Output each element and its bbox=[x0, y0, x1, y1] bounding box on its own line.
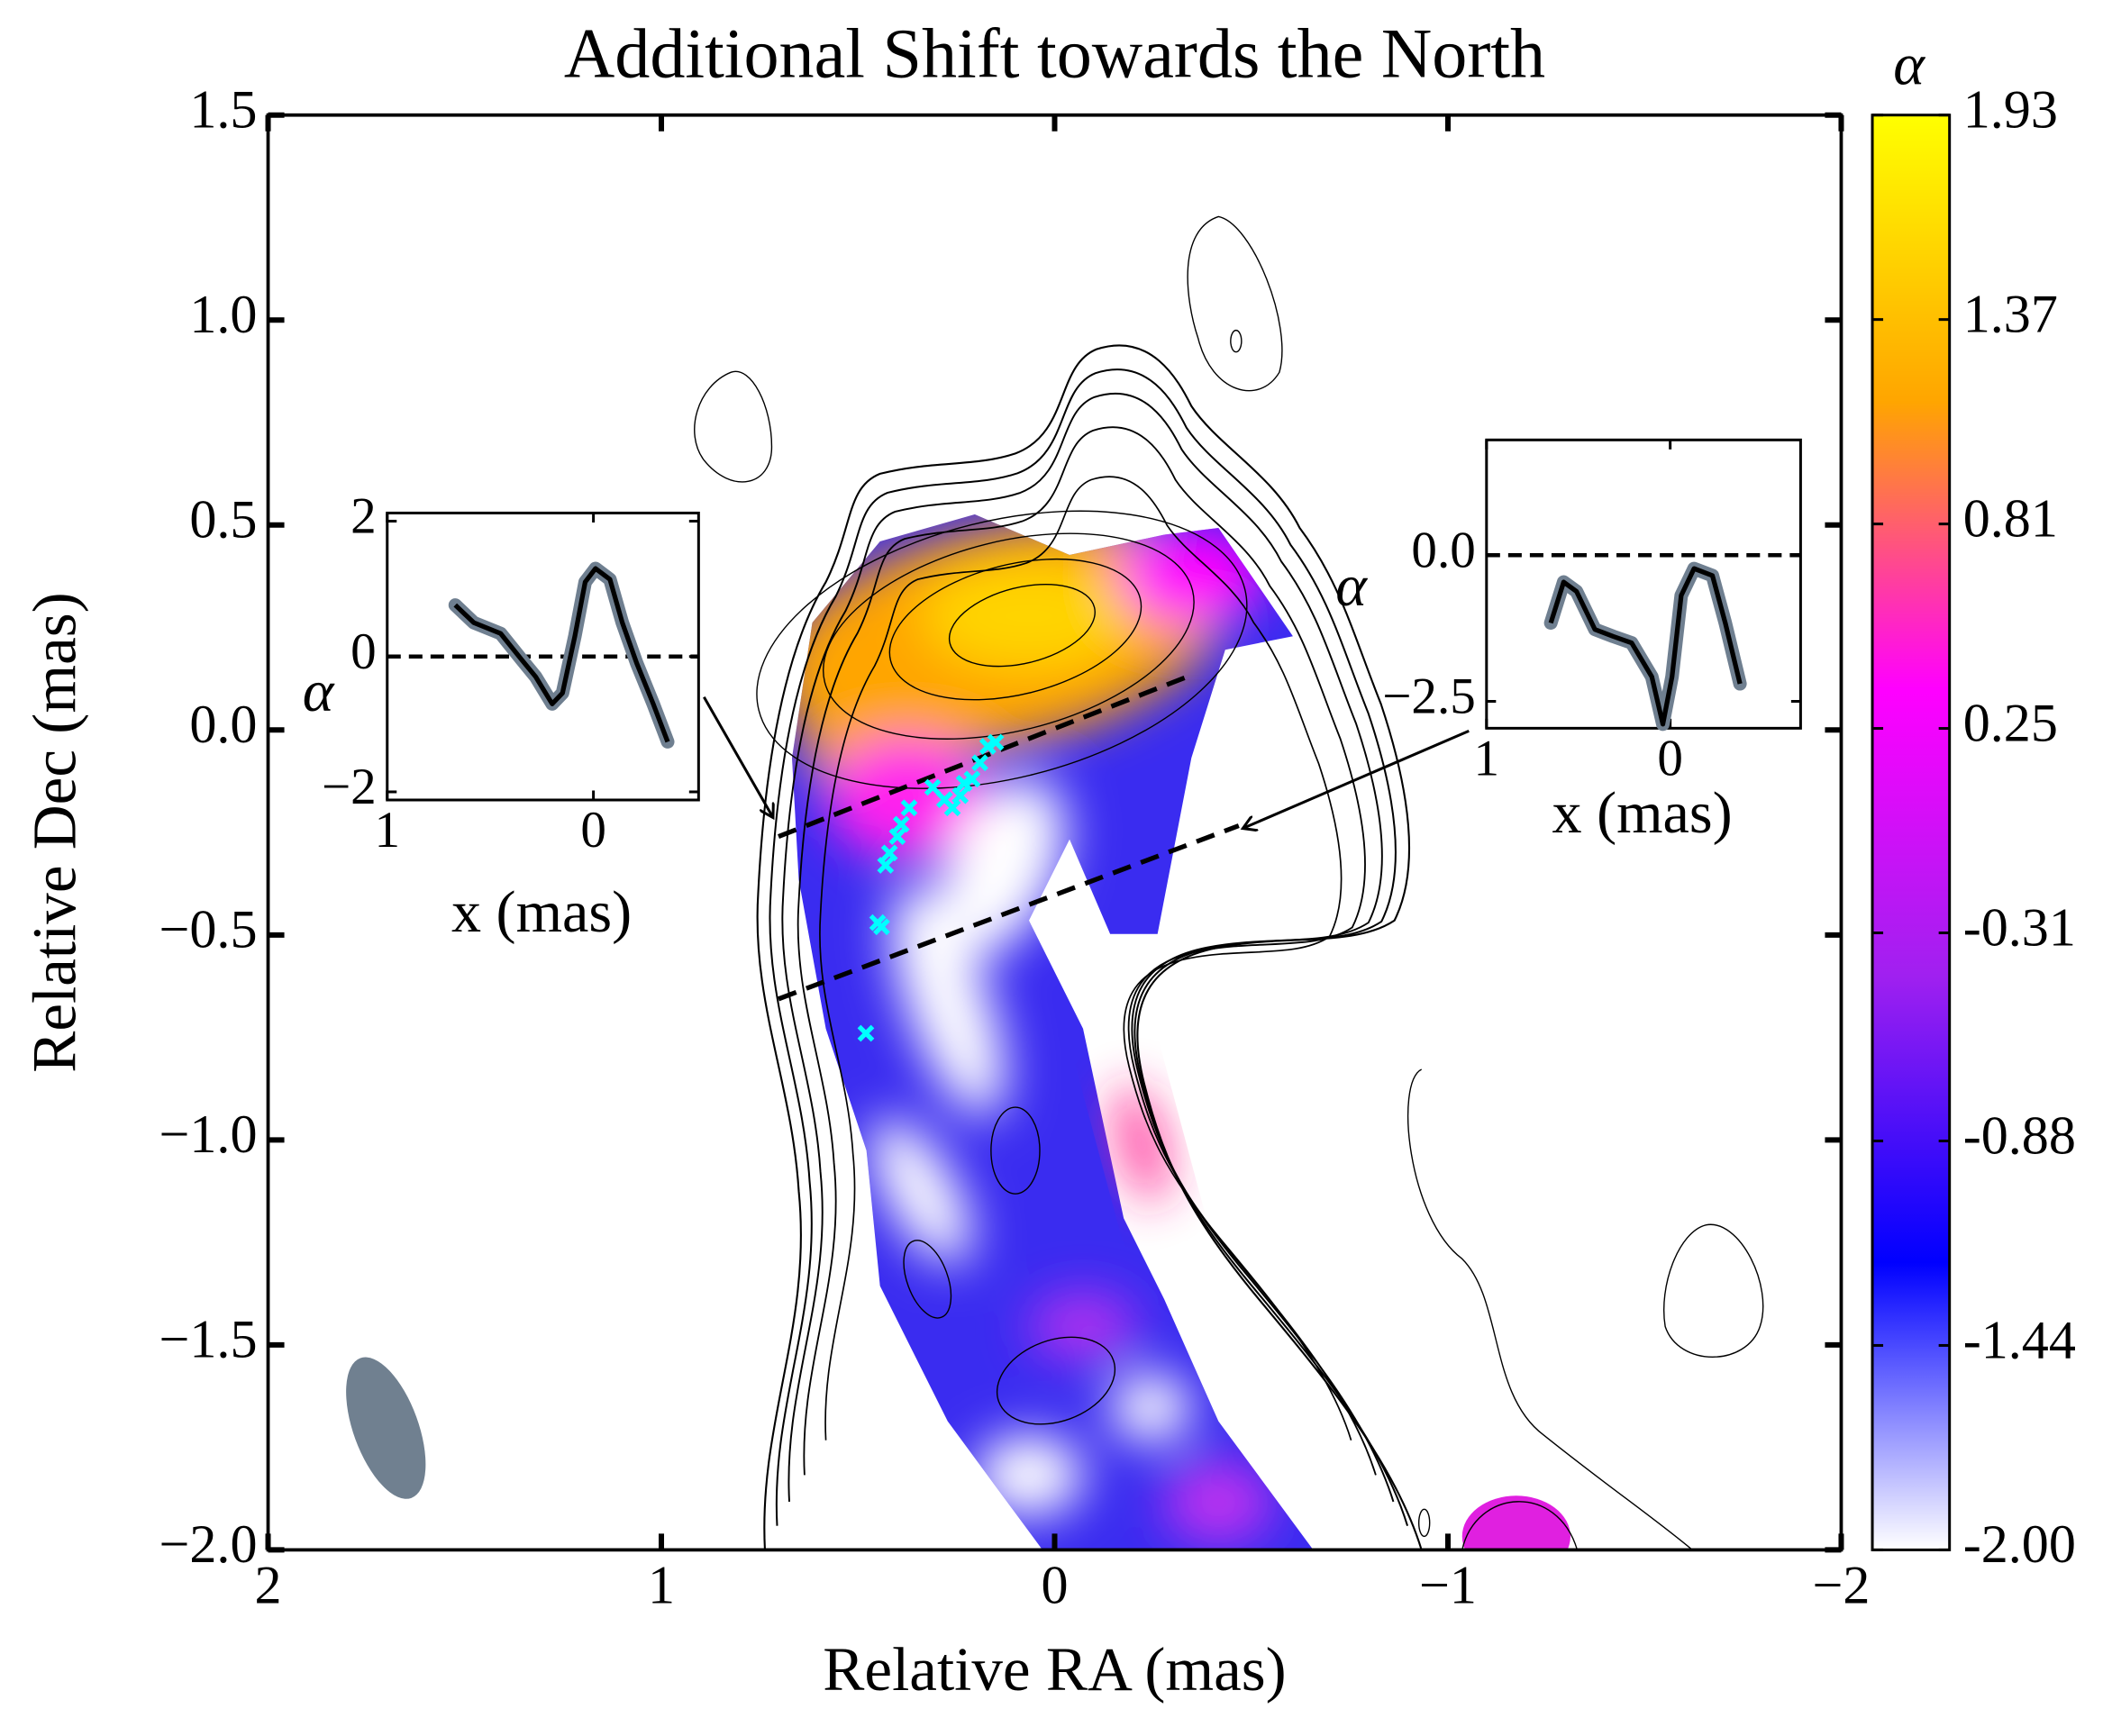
y-tick-label: −1.0 bbox=[159, 1104, 257, 1165]
y-tick-label: −2 bbox=[322, 759, 377, 815]
y-tick-label: 1.5 bbox=[189, 80, 257, 141]
colorbar-tick-label: -0.31 bbox=[1963, 897, 2076, 958]
y-tick-label: 0.5 bbox=[189, 490, 257, 550]
scatter-point bbox=[963, 770, 981, 788]
line bbox=[453, 566, 670, 743]
x-axis-label: x (mas) bbox=[1552, 780, 1733, 846]
x-tick-label: 0 bbox=[1657, 731, 1683, 787]
y-tick-label: −1.5 bbox=[159, 1310, 257, 1370]
colorbar-tick-label: -0.88 bbox=[1963, 1105, 2076, 1166]
x-axis-label: x (mas) bbox=[451, 879, 632, 945]
y-tick-label: 0.0 bbox=[189, 695, 257, 755]
slice-line bbox=[778, 823, 1240, 1002]
x-tick-label: 1 bbox=[374, 802, 400, 859]
colorbar-label: α bbox=[1893, 32, 1925, 97]
scatter-point bbox=[943, 799, 961, 817]
plot-frame bbox=[1485, 438, 1802, 730]
x-tick-label: 1 bbox=[1474, 731, 1500, 787]
colorbar-tick-label: -1.44 bbox=[1963, 1310, 2076, 1370]
x-axis-label: Relative RA (mas) bbox=[823, 1634, 1286, 1704]
y-tick-label: −0.5 bbox=[159, 900, 257, 960]
colorbar-tick-label: 0.81 bbox=[1963, 488, 2058, 549]
x-tick-label: 2 bbox=[255, 1555, 282, 1615]
scatter-point bbox=[857, 1024, 875, 1042]
arrow bbox=[1243, 729, 1470, 828]
y-tick-label: 2 bbox=[350, 488, 377, 545]
scatter-point bbox=[888, 828, 906, 845]
slice-lines bbox=[703, 671, 1470, 1002]
scatter-point bbox=[971, 754, 988, 772]
y-tick-label: 0 bbox=[350, 623, 377, 680]
scatter-point bbox=[892, 815, 910, 833]
scatter-point bbox=[951, 786, 970, 804]
x-tick-label: 0 bbox=[580, 802, 606, 859]
y-tick-label: 0.0 bbox=[1411, 522, 1475, 578]
y-tick-label: −2.0 bbox=[159, 1514, 257, 1575]
x-tick-label: −2 bbox=[1812, 1555, 1870, 1615]
colorbar bbox=[1871, 114, 1952, 1551]
y-tick-label: 1.0 bbox=[189, 285, 257, 345]
y-axis-label: α bbox=[303, 659, 335, 724]
y-axis-label: Relative Dec (mas) bbox=[19, 592, 88, 1072]
chart-title: Additional Shift towards the North bbox=[564, 14, 1545, 93]
contours bbox=[695, 216, 1763, 1550]
colorbar-tick-label: 1.93 bbox=[1963, 80, 2058, 141]
colorbar-tick-label: -2.00 bbox=[1963, 1514, 2076, 1575]
y-axis-label: α bbox=[1335, 553, 1368, 619]
x-tick-label: −1 bbox=[1419, 1555, 1477, 1615]
colorbar-tick-label: 0.25 bbox=[1963, 693, 2058, 753]
arrow bbox=[703, 696, 773, 818]
beam bbox=[346, 1357, 426, 1499]
scatter-point bbox=[987, 733, 1005, 751]
scatter-point bbox=[877, 857, 895, 874]
scatter-point bbox=[880, 844, 898, 862]
x-tick-label: 0 bbox=[1041, 1555, 1068, 1615]
slice-line bbox=[778, 671, 1196, 840]
scatter-point bbox=[873, 918, 890, 936]
colorbar-tick-label: 1.37 bbox=[1963, 284, 2058, 344]
y-tick-label: −2.5 bbox=[1382, 668, 1476, 725]
x-tick-label: 1 bbox=[648, 1555, 675, 1615]
scatter-point bbox=[900, 799, 918, 817]
scatter-point bbox=[924, 778, 942, 796]
line bbox=[1548, 566, 1743, 727]
